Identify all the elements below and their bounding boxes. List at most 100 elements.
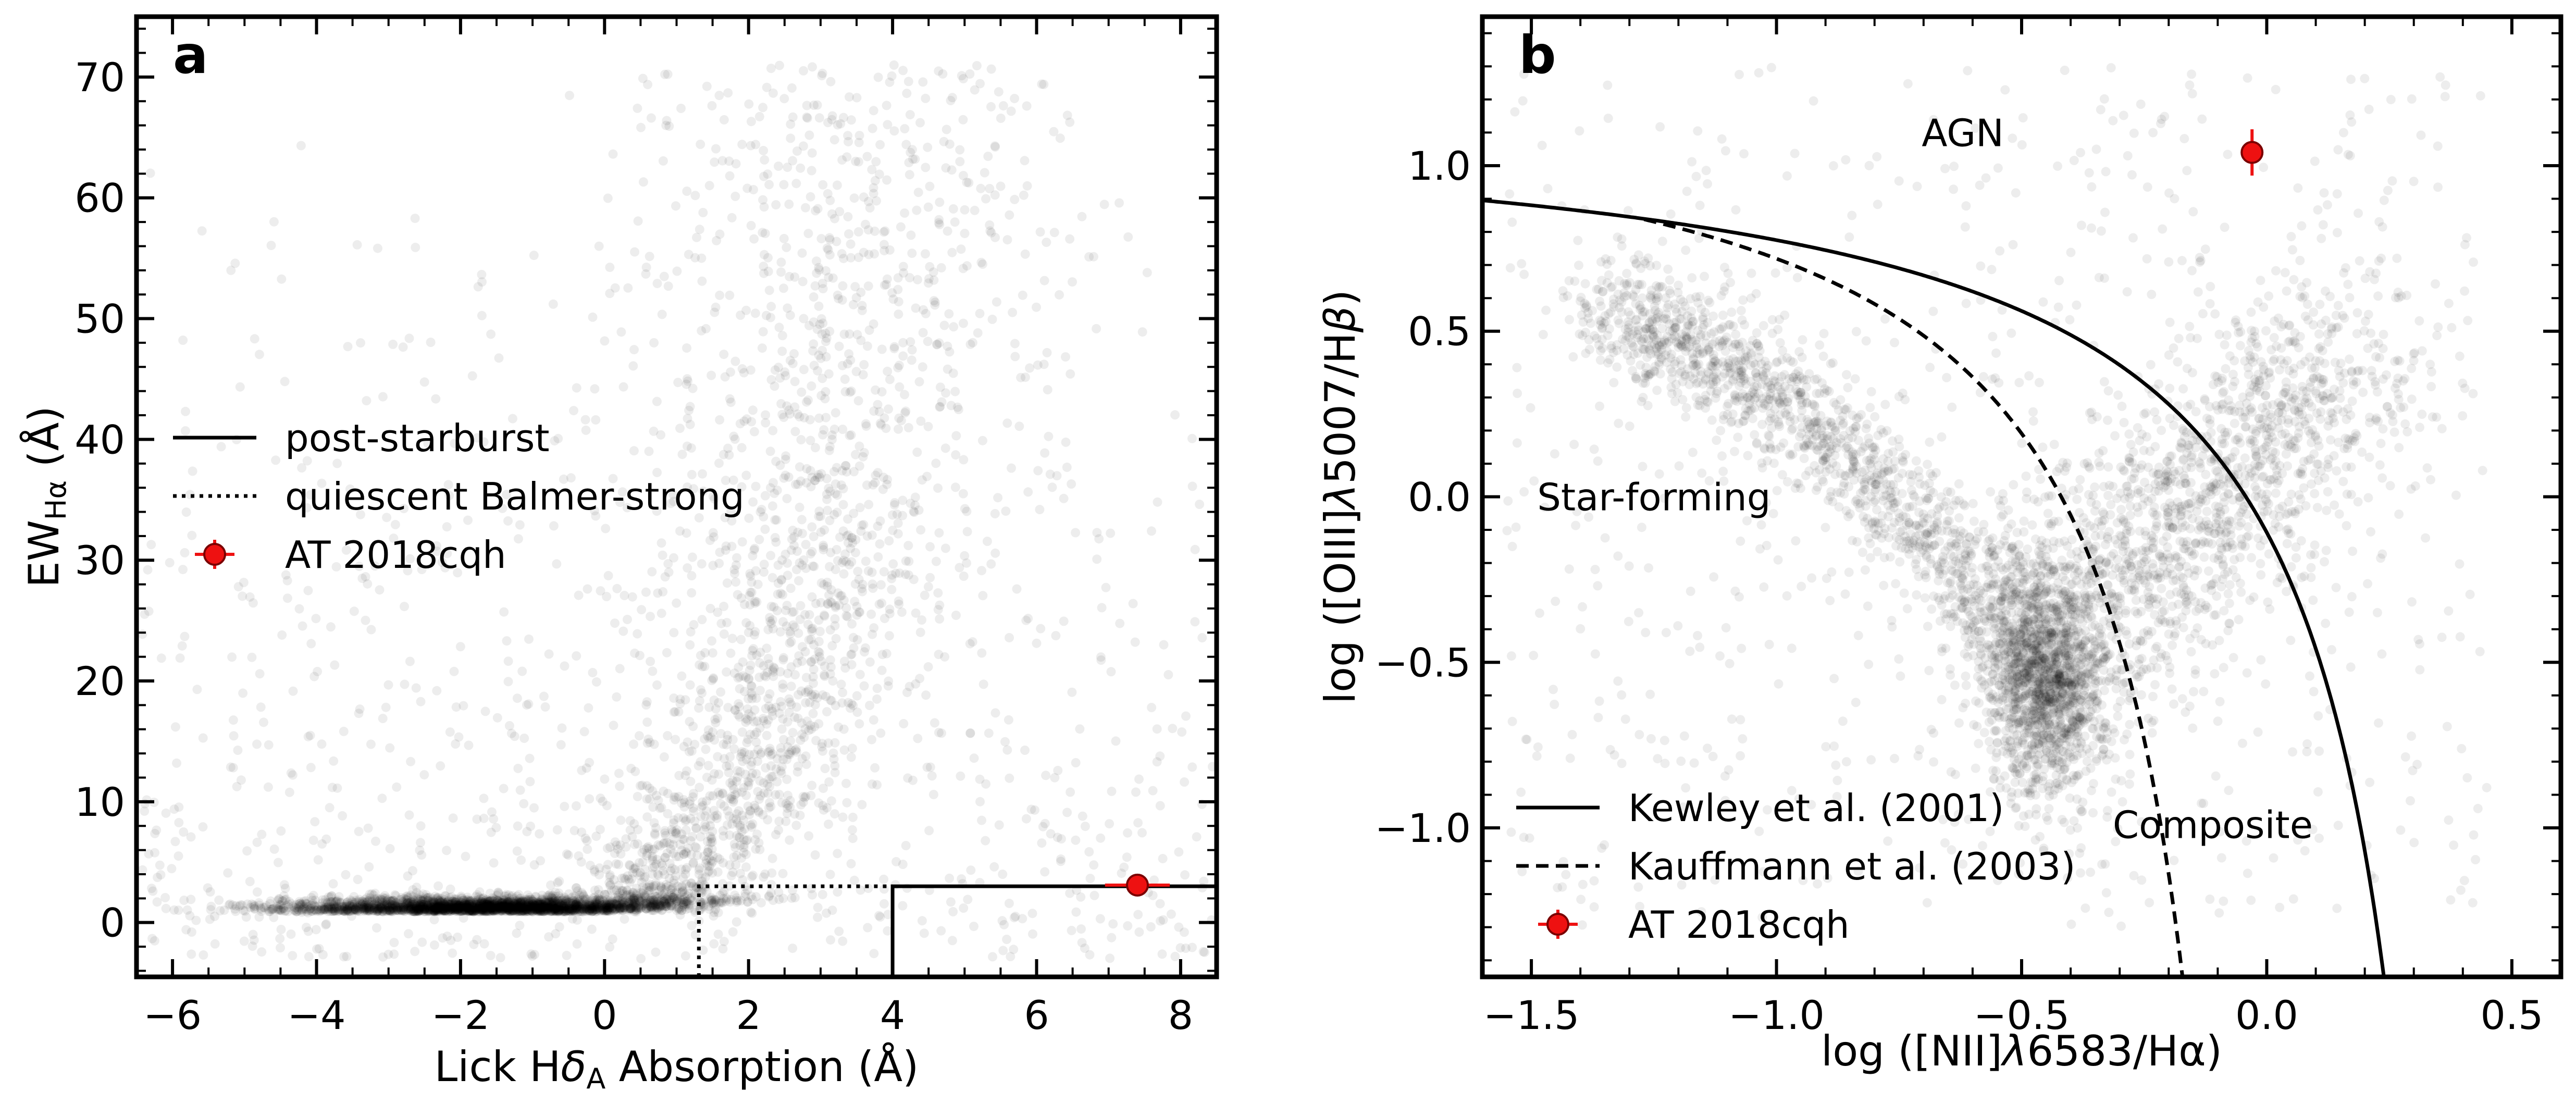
scatter-point bbox=[437, 904, 447, 914]
scatter-point bbox=[637, 896, 647, 905]
scatter-point bbox=[760, 155, 770, 165]
scatter-point bbox=[187, 530, 197, 540]
scatter-point bbox=[582, 895, 592, 904]
scatter-point bbox=[348, 900, 357, 910]
scatter-point bbox=[755, 776, 765, 786]
scatter-point bbox=[349, 892, 359, 902]
scatter-point bbox=[429, 904, 439, 914]
scatter-point bbox=[824, 590, 834, 600]
scatter-point bbox=[766, 64, 776, 73]
scatter-point bbox=[749, 427, 759, 437]
scatter-point bbox=[807, 522, 817, 532]
scatter-point bbox=[707, 636, 716, 646]
scatter-point bbox=[697, 559, 707, 569]
scatter-point bbox=[566, 903, 576, 913]
scatter-point bbox=[784, 694, 794, 704]
scatter-point bbox=[349, 905, 358, 915]
scatter-point bbox=[959, 455, 969, 465]
scatter-point bbox=[977, 566, 986, 576]
scatter-point bbox=[956, 244, 966, 254]
scatter-point bbox=[340, 902, 350, 912]
scatter-point bbox=[746, 221, 756, 230]
scatter-point bbox=[498, 898, 508, 908]
scatter-point bbox=[552, 559, 562, 569]
scatter-point bbox=[669, 693, 679, 703]
scatter-point bbox=[271, 455, 281, 465]
scatter-point bbox=[804, 130, 814, 140]
scatter-point bbox=[490, 897, 500, 907]
scatter-point bbox=[882, 175, 891, 185]
scatter-point bbox=[319, 904, 329, 914]
scatter-point bbox=[986, 102, 996, 111]
scatter-point bbox=[868, 629, 877, 639]
scatter-point bbox=[796, 163, 806, 173]
scatter-point bbox=[539, 902, 548, 912]
scatter-point bbox=[839, 329, 849, 339]
scatter-point bbox=[607, 896, 617, 906]
scatter-point bbox=[873, 552, 883, 562]
scatter-point bbox=[633, 903, 642, 913]
scatter-point bbox=[705, 821, 715, 831]
scatter-point bbox=[371, 923, 381, 933]
scatter-point bbox=[376, 895, 386, 905]
scatter-point bbox=[601, 902, 611, 912]
scatter-point bbox=[515, 904, 525, 913]
scatter-point bbox=[562, 901, 572, 911]
scatter-point bbox=[206, 901, 216, 911]
scatter-point bbox=[842, 152, 852, 162]
scatter-point bbox=[431, 901, 441, 911]
scatter-point bbox=[788, 156, 798, 166]
scatter-point bbox=[347, 902, 357, 912]
scatter-point bbox=[778, 869, 788, 878]
scatter-point bbox=[834, 341, 844, 351]
scatter-point bbox=[477, 270, 487, 279]
scatter-point bbox=[877, 665, 887, 675]
scatter-point bbox=[560, 907, 569, 916]
scatter-point bbox=[1018, 290, 1027, 300]
scatter-point bbox=[513, 821, 523, 831]
scatter-point bbox=[618, 382, 628, 392]
scatter-point bbox=[766, 888, 776, 898]
scatter-point bbox=[444, 899, 453, 909]
scatter-point bbox=[643, 734, 653, 744]
scatter-point bbox=[492, 904, 502, 914]
scatter-point bbox=[930, 300, 940, 310]
scatter-point bbox=[485, 902, 495, 912]
scatter-point bbox=[907, 145, 917, 155]
scatter-point bbox=[1030, 805, 1039, 815]
scatter-point bbox=[666, 895, 676, 904]
scatter-point bbox=[579, 906, 589, 916]
scatter-point bbox=[515, 520, 525, 530]
scatter-point bbox=[539, 907, 549, 916]
scatter-point bbox=[384, 905, 394, 915]
scatter-point bbox=[521, 896, 530, 906]
scatter-point bbox=[748, 405, 758, 415]
scatter-point bbox=[760, 524, 770, 534]
scatter-point bbox=[513, 903, 523, 913]
scatter-point bbox=[689, 620, 699, 630]
scatter-point bbox=[516, 897, 526, 907]
scatter-point bbox=[759, 146, 769, 155]
scatter-point bbox=[806, 192, 815, 202]
scatter-point bbox=[751, 481, 761, 491]
scatter-point bbox=[510, 731, 519, 741]
scatter-point bbox=[455, 902, 465, 912]
scatter-point bbox=[408, 903, 418, 913]
scatter-point bbox=[406, 905, 416, 914]
scatter-point bbox=[558, 895, 567, 905]
scatter-point bbox=[680, 951, 690, 961]
scatter-point bbox=[915, 627, 925, 637]
scatter-point bbox=[854, 719, 864, 729]
scatter-point bbox=[491, 905, 501, 915]
scatter-point bbox=[252, 887, 262, 897]
scatter-point bbox=[829, 510, 839, 519]
scatter-point bbox=[627, 902, 636, 912]
scatter-point bbox=[362, 898, 372, 908]
scatter-point bbox=[496, 901, 506, 911]
scatter-point bbox=[807, 148, 817, 158]
scatter-point bbox=[455, 903, 465, 913]
scatter-point bbox=[507, 900, 517, 910]
scatter-point bbox=[786, 133, 796, 143]
scatter-point bbox=[781, 470, 790, 480]
scatter-point bbox=[984, 728, 994, 738]
